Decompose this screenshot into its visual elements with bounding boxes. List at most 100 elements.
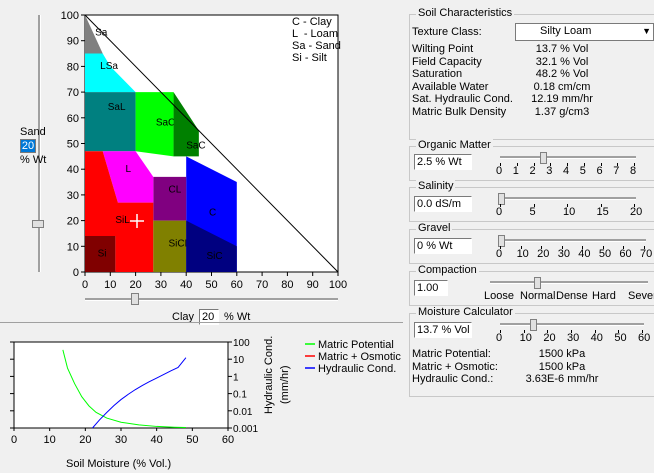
slider-tick-label: 6 (596, 165, 603, 177)
x-tick-label: 40 (180, 279, 192, 291)
moisture-value: 13.7 (417, 324, 439, 336)
slider-tick-label: 10 (516, 248, 529, 260)
region-lsa[interactable] (85, 53, 136, 93)
slider-tick (571, 330, 572, 333)
slider-thumb[interactable] (530, 319, 538, 331)
soil-row: Matric Bulk Density 1.37 g/cm3 (412, 106, 650, 119)
region-sa[interactable] (85, 15, 103, 54)
clay-slider[interactable] (85, 293, 341, 305)
region-label-l: L (125, 164, 131, 175)
texture-class-label: Texture Class: (412, 26, 482, 38)
salinity-title: Salinity (416, 180, 456, 192)
region-sal[interactable] (85, 92, 136, 152)
slider-thumb[interactable] (539, 152, 547, 164)
soil-row-label: Saturation (412, 68, 463, 80)
sand-input[interactable]: 20 (20, 139, 36, 153)
slider-tick-label: 0 (496, 248, 503, 260)
chart-y2-tick-label: 1 (233, 372, 239, 383)
clay-label: Clay (172, 311, 195, 323)
soil-row-value: 0.18 cm/cm (533, 80, 591, 93)
region-sic[interactable] (186, 220, 237, 272)
chart-x-tick-label: 20 (79, 434, 91, 446)
moisture-row-value: 1500 kPa (538, 360, 586, 373)
region-sicl[interactable] (153, 220, 187, 272)
sand-slider[interactable] (32, 15, 46, 275)
y-tick-label: 60 (67, 113, 79, 125)
region-label-si: Si (98, 249, 107, 260)
region-l[interactable] (102, 151, 154, 203)
slider-tick (547, 330, 549, 333)
slider-thumb[interactable] (498, 193, 505, 205)
salinity-input[interactable]: 0.0 dS/m (414, 196, 472, 212)
slider-thumb[interactable] (498, 235, 505, 247)
slider-tick-label: 10 (519, 332, 532, 344)
slider-tick-label: 20 (630, 206, 643, 218)
slider-tick-label: 60 (638, 332, 651, 344)
clay-input[interactable]: 20 (199, 309, 219, 325)
gravel-slider[interactable]: 0 10 20 30 40 50 60 70 (496, 235, 653, 263)
organic-matter-unit: % Wt (435, 156, 462, 168)
slider-tick-label: 0 (496, 165, 503, 177)
slider-tick (618, 330, 620, 333)
region-si[interactable] (85, 236, 116, 272)
soil-characteristics-group: Soil Characteristics (409, 7, 654, 140)
chart-legend-label: Hydraulic Cond. (318, 363, 396, 375)
moisture-slider[interactable]: 0 10 20 30 40 50 60 (496, 319, 651, 347)
slider-tick-label: 40 (578, 248, 591, 260)
y-tick-label: 20 (67, 216, 79, 228)
slider-tick-label: 4 (563, 165, 570, 177)
soil-row-value: 12.19 mm/hr (531, 93, 593, 105)
slider-tick (594, 330, 596, 333)
moisture-row-value: 1500 kPa (538, 348, 586, 360)
gravel-unit: % Wt (426, 240, 453, 252)
chevron-down-icon[interactable]: ▼ (642, 26, 651, 36)
slider-tick-label: 70 (640, 248, 653, 260)
slider-tick-label: 7 (613, 165, 620, 177)
region-sac[interactable] (173, 92, 199, 157)
moisture-unit: % Vol (441, 324, 470, 336)
region-cl[interactable] (153, 176, 187, 221)
y-tick-label: 50 (67, 139, 79, 151)
organic-matter-value: 2.5 (417, 156, 433, 168)
slider-tick-label: 10 (563, 206, 576, 218)
sand-slider-thumb[interactable] (32, 220, 44, 228)
compaction-input[interactable]: 1.00 (414, 280, 448, 296)
texture-class-select[interactable]: Silty Loam ▼ (515, 23, 654, 41)
chart-series-line (92, 357, 187, 429)
organic-matter-input[interactable]: 2.5 % Wt (414, 154, 472, 170)
organic-matter-title: Organic Matter (416, 139, 493, 151)
compaction-tick-label: Dense (556, 290, 588, 302)
slider-tick-label: 3 (546, 165, 553, 177)
region-sacl[interactable] (135, 92, 174, 157)
chart-y2-tick-label: 0.01 (233, 407, 253, 418)
texture-class-row: Texture Class: (412, 26, 650, 39)
chart-x-tick-label: 60 (222, 434, 234, 446)
legend-loam: L - Loam (292, 28, 339, 40)
chart-plot-area (13, 341, 229, 429)
slider-tick-label: 15 (596, 206, 609, 218)
slider-tick (617, 163, 619, 166)
region-sil[interactable] (85, 151, 154, 272)
moisture-row-value: 3.63E-6 mm/hr (525, 373, 599, 385)
compaction-slider-thumb[interactable] (534, 277, 541, 289)
slider-tick-label: 5 (579, 165, 586, 177)
slider-tick-label: 0 (496, 206, 503, 218)
gravel-title: Gravel (416, 222, 453, 234)
moisture-input[interactable]: 13.7 % Vol (414, 322, 472, 338)
chart-y2-tick-label: 0.1 (233, 390, 247, 401)
slider-tick (533, 163, 535, 166)
slider-tick-label: 30 (557, 248, 570, 260)
soil-row-label: Wilting Point (412, 43, 474, 55)
gravel-input[interactable]: 0 % Wt (414, 238, 472, 254)
slider-tick (500, 163, 501, 166)
clay-slider-thumb[interactable] (131, 293, 139, 305)
chart-y2-tick-label: 10 (233, 355, 245, 366)
texture-cursor[interactable] (130, 214, 144, 228)
slider-tick-label: 40 (590, 332, 603, 344)
chart-x-tick-label: 30 (115, 434, 127, 446)
salinity-slider[interactable]: 0 5 10 15 20 (496, 193, 643, 221)
moisture-row-label: Matric + Osmotic: (412, 360, 498, 373)
